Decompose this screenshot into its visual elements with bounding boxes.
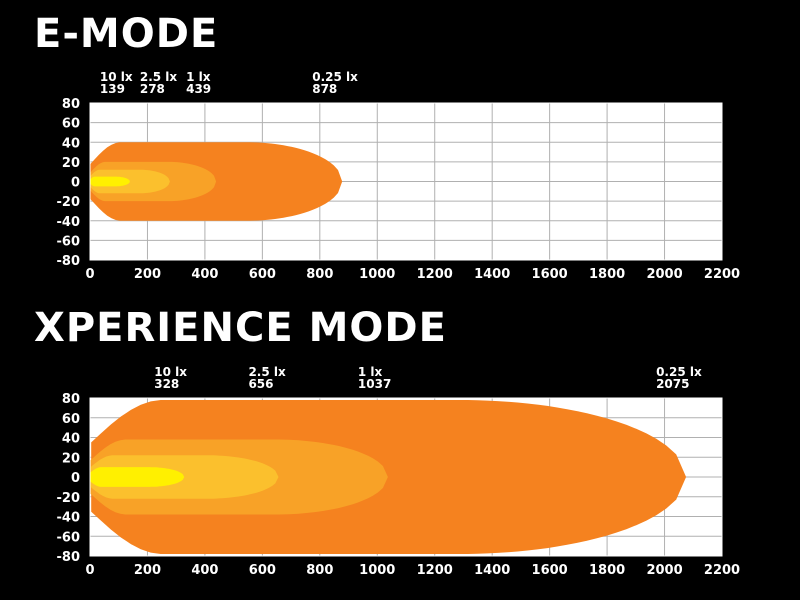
xperience-mode-annotation-value: 2075	[656, 377, 689, 391]
xperience-mode-y-tick-label: -60	[57, 530, 81, 545]
e-mode-y-tick-label: -60	[57, 234, 81, 249]
xperience-mode-x-tick-label: 1200	[417, 563, 453, 578]
xperience-mode-x-tick-label: 0	[85, 563, 94, 578]
e-mode-y-tick-label: 60	[62, 117, 80, 132]
e-mode-y-tick-label: -80	[57, 254, 81, 269]
xperience-mode-x-tick-label: 1600	[532, 563, 568, 578]
xperience-mode-zone-2-5-lx	[90, 455, 279, 499]
e-mode-annotation-label: 0.25 lx	[312, 70, 358, 84]
e-mode-annotation-label: 1 lx	[186, 70, 211, 84]
e-mode-annotation-label: 10 lx	[100, 70, 133, 84]
xperience-mode-annotation-value: 328	[154, 377, 179, 391]
xperience-mode-annotation-label: 1 lx	[358, 365, 383, 379]
xperience-mode-x-tick-label: 800	[306, 563, 333, 578]
xperience-mode-x-tick-label: 400	[191, 563, 218, 578]
xperience-mode-title: XPERIENCE MODE	[34, 305, 447, 351]
e-mode-x-tick-label: 1200	[417, 267, 453, 282]
e-mode-y-tick-label: 0	[71, 176, 80, 191]
e-mode-zone-2-5-lx	[90, 169, 170, 194]
e-mode-x-tick-label: 2200	[704, 267, 740, 282]
xperience-mode-y-tick-label: -20	[57, 491, 81, 506]
e-mode-annotation-value: 278	[140, 82, 165, 96]
e-mode-x-tick-label: 400	[191, 267, 218, 282]
e-mode-plot-frame	[89, 102, 723, 261]
xperience-mode-annotation-label: 2.5 lx	[248, 365, 286, 379]
e-mode-x-tick-label: 600	[249, 267, 276, 282]
e-mode-annotation-label: 2.5 lx	[140, 70, 178, 84]
e-mode-x-tick-label: 1800	[589, 267, 625, 282]
e-mode-x-tick-label: 2000	[646, 267, 682, 282]
xperience-mode-plot-frame	[89, 397, 723, 557]
xperience-mode-zone-0-25-lx	[91, 400, 687, 554]
xperience-mode-annotation-value: 656	[248, 377, 273, 391]
xperience-mode-x-tick-label: 1800	[589, 563, 625, 578]
xperience-mode-x-tick-label: 2200	[704, 563, 740, 578]
e-mode-x-tick-label: 0	[85, 267, 94, 282]
xperience-mode-y-tick-label: 80	[62, 392, 80, 407]
e-mode-annotation-value: 439	[186, 82, 211, 96]
e-mode-title: E-MODE	[34, 11, 219, 57]
e-mode-annotation-value: 878	[312, 82, 337, 96]
xperience-mode-y-tick-label: 20	[62, 451, 80, 466]
e-mode-x-tick-label: 1000	[359, 267, 395, 282]
e-mode-x-tick-label: 1400	[474, 267, 510, 282]
xperience-mode-y-tick-label: 40	[62, 432, 80, 447]
xperience-mode-y-tick-label: -80	[57, 550, 81, 565]
e-mode-y-tick-label: 80	[62, 97, 80, 112]
xperience-mode-zone-10-lx	[90, 467, 185, 487]
xperience-mode-x-tick-label: 1400	[474, 563, 510, 578]
e-mode-y-tick-label: -20	[57, 195, 81, 210]
xperience-mode-annotation-label: 10 lx	[154, 365, 187, 379]
xperience-mode-y-tick-label: -40	[57, 511, 81, 526]
xperience-mode-x-tick-label: 200	[134, 563, 161, 578]
e-mode-y-tick-label: -40	[57, 215, 81, 230]
xperience-mode-x-tick-label: 600	[249, 563, 276, 578]
e-mode-x-tick-label: 1600	[532, 267, 568, 282]
e-mode-zone-10-lx	[90, 176, 130, 187]
e-mode-x-tick-label: 800	[306, 267, 333, 282]
e-mode-y-tick-label: 40	[62, 136, 80, 151]
xperience-mode-x-tick-label: 1000	[359, 563, 395, 578]
xperience-mode-y-tick-label: 60	[62, 412, 80, 427]
e-mode-y-tick-label: 20	[62, 156, 80, 171]
xperience-mode-annotation-value: 1037	[358, 377, 391, 391]
xperience-mode-annotation-label: 0.25 lx	[656, 365, 702, 379]
xperience-mode-y-tick-label: 0	[71, 471, 80, 486]
e-mode-annotation-value: 139	[100, 82, 125, 96]
xperience-mode-x-tick-label: 2000	[646, 563, 682, 578]
e-mode-x-tick-label: 200	[134, 267, 161, 282]
